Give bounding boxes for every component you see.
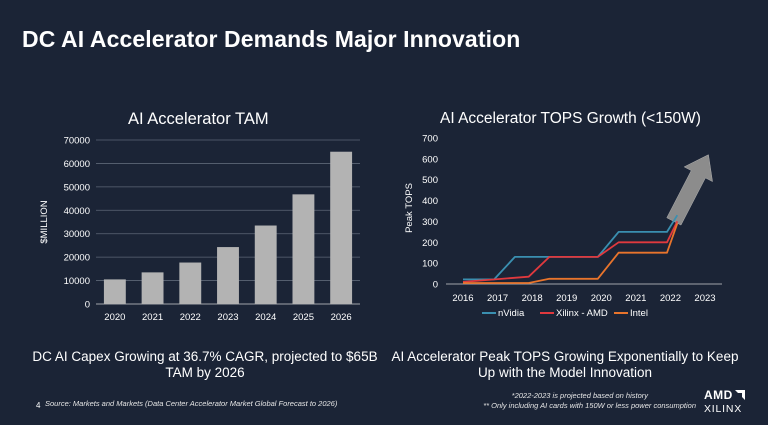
- page-number: 4: [36, 401, 41, 410]
- footnote-projection: *2022-2023 is projected based on history: [511, 391, 648, 400]
- tam-y-tick-label: 60000: [64, 159, 90, 170]
- tam-y-tick-label: 30000: [64, 229, 90, 240]
- tops-y-tick-label: 400: [422, 196, 438, 207]
- legend-label: Intel: [630, 308, 648, 319]
- tops-series-line: [462, 221, 679, 283]
- tops-x-tick-label: 2023: [694, 293, 715, 304]
- tops-legend: nVidia Xilinx - AMD Intel: [482, 308, 648, 319]
- tops-y-tick-label: 100: [422, 259, 438, 270]
- tam-x-tick-label: 2023: [217, 312, 238, 323]
- legend-label: Xilinx - AMD: [556, 308, 608, 319]
- tam-bar: [179, 262, 202, 304]
- tops-y-ticks: 0 100 200 300 400 500 600 700: [422, 134, 438, 291]
- footnote-power: ** Only including AI cards with 150W or …: [483, 401, 696, 410]
- tops-x-tick-label: 2016: [452, 293, 473, 304]
- tops-series-line: [463, 223, 679, 284]
- tops-series-line: [463, 214, 679, 281]
- source-note: Source: Markets and Markets (Data Center…: [45, 399, 338, 408]
- tops-x-tick-label: 2017: [487, 293, 508, 304]
- tam-x-ticks: 2020 2021 2022 2023 2024 2025 2026: [104, 312, 351, 323]
- tam-caption: DC AI Capex Growing at 36.7% CAGR, proje…: [32, 349, 378, 380]
- tops-x-tick-label: 2018: [522, 293, 543, 304]
- tops-chart-title: AI Accelerator TOPS Growth (<150W): [440, 110, 701, 127]
- tops-caption: AI Accelerator Peak TOPS Growing Exponen…: [391, 349, 739, 380]
- tops-x-ticks: 2016 2017 2018 2019 2020 2021 2022 2023: [452, 293, 715, 304]
- tops-y-axis-label: Peak TOPS: [404, 183, 415, 233]
- tam-bar: [292, 194, 315, 304]
- tops-y-tick-label: 700: [422, 134, 438, 145]
- tops-x-tick-label: 2021: [625, 293, 646, 304]
- tops-x-tick-label: 2022: [660, 293, 681, 304]
- tam-bar: [217, 247, 239, 304]
- slide-title: DC AI Accelerator Demands Major Innovati…: [22, 26, 521, 52]
- tam-bar-chart: 0 10000 20000 30000 40000 50000 60000 70000 202…: [39, 136, 360, 323]
- amd-logo: AMD: [704, 388, 752, 402]
- tam-y-tick-label: 70000: [64, 136, 90, 147]
- tops-y-tick-label: 0: [433, 280, 438, 291]
- tam-x-tick-label: 2025: [293, 312, 314, 323]
- amd-arrow-icon: [734, 390, 745, 400]
- tops-y-tick-label: 500: [422, 175, 438, 186]
- tam-chart-title: AI Accelerator TAM: [128, 110, 269, 128]
- tam-x-tick-label: 2021: [142, 312, 163, 323]
- tam-y-axis-label: $MILLION: [39, 200, 50, 243]
- xilinx-wordmark: XILINX: [704, 403, 743, 415]
- tam-bar: [141, 272, 164, 304]
- tam-x-tick-label: 2026: [331, 312, 352, 323]
- trend-arrow: [666, 154, 713, 226]
- tam-x-tick-label: 2020: [104, 312, 125, 323]
- tam-y-ticks: 0 10000 20000 30000 40000 50000 60000 70000: [64, 136, 90, 311]
- tops-x-tick-label: 2019: [556, 293, 577, 304]
- tam-x-tick-label: 2024: [255, 312, 276, 323]
- tops-y-tick-label: 600: [422, 154, 438, 165]
- tops-y-tick-label: 300: [422, 217, 438, 228]
- tam-y-tick-label: 10000: [64, 276, 90, 287]
- tops-y-tick-label: 200: [422, 238, 438, 249]
- tam-bar: [254, 225, 277, 304]
- tam-y-tick-label: 20000: [64, 253, 90, 264]
- tops-series-lines: [462, 214, 679, 284]
- amd-xilinx-logo: AMD XILINX: [704, 388, 752, 415]
- tops-x-tick-label: 2020: [591, 293, 612, 304]
- tam-x-tick-label: 2022: [180, 312, 201, 323]
- tam-y-tick-label: 0: [85, 300, 90, 311]
- tam-y-tick-label: 50000: [64, 182, 90, 193]
- legend-label: nVidia: [498, 308, 525, 319]
- amd-wordmark: AMD: [704, 388, 733, 402]
- tam-bar: [103, 279, 126, 304]
- tam-bar: [330, 151, 353, 304]
- tam-bars: [103, 151, 353, 304]
- trend-arrow-icon: [666, 154, 713, 226]
- tam-y-tick-label: 40000: [64, 206, 90, 217]
